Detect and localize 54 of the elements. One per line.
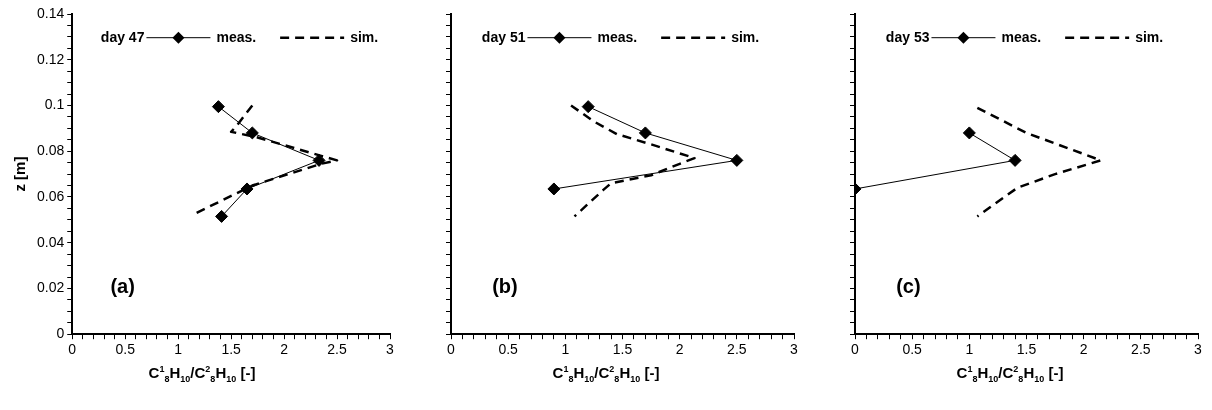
legend-title: day 53 xyxy=(885,28,930,45)
x-tick-label: 0 xyxy=(447,341,456,358)
point xyxy=(638,126,652,140)
legend-label: meas. xyxy=(216,28,257,45)
y-tick-label: 0.12 xyxy=(37,50,65,67)
point xyxy=(547,182,561,196)
x-tick-label: 0.5 xyxy=(902,341,923,358)
point xyxy=(215,209,229,223)
y-tick-label: 0.04 xyxy=(37,233,65,250)
legend-label: meas. xyxy=(1001,28,1042,45)
text: C$^{1}$$_{8}$H$_{10}$/C$^{2}$$_{8}$H$_{10}$ [-] xyxy=(552,364,660,384)
x-tick-label: 0.5 xyxy=(498,341,519,358)
x-tick-label: 2 xyxy=(1079,341,1088,358)
x-tick-label: 0.5 xyxy=(115,341,136,358)
y-tick-label: 0.14 xyxy=(37,4,65,21)
legend-label: sim. xyxy=(350,28,379,45)
legend-title: day 51 xyxy=(481,28,526,45)
y-tick-label: 0 xyxy=(56,325,65,342)
point xyxy=(211,100,225,114)
point xyxy=(730,153,744,167)
x-tick-label: 2 xyxy=(675,341,684,358)
x-tick-label: 1 xyxy=(965,341,974,358)
x-tick-label: 1 xyxy=(561,341,570,358)
y-tick-label: 0.1 xyxy=(44,96,65,113)
legend-title: day 47 xyxy=(100,28,145,45)
text: C$^{1}$$_{8}$H$_{10}$/C$^{2}$$_{8}$H$_{10}$ [-] xyxy=(956,364,1064,384)
x-tick-label: 1 xyxy=(174,341,183,358)
point xyxy=(312,153,326,167)
x-tick-label: 2.5 xyxy=(327,341,347,358)
y-tick-label: 0.02 xyxy=(37,279,65,296)
x-tick-label: 1.5 xyxy=(221,341,242,358)
x-tick-label: 1.5 xyxy=(612,341,633,358)
x-tick-label: 2 xyxy=(280,341,289,358)
y-tick-label: 0.06 xyxy=(37,187,65,204)
point xyxy=(240,182,254,196)
x-tick-label: 0 xyxy=(68,341,77,358)
x-tick-label: 3 xyxy=(1194,341,1203,358)
x-tick-label: 3 xyxy=(386,341,395,358)
x-tick-label: 2.5 xyxy=(727,341,747,358)
y-tick-label: 0.08 xyxy=(37,142,65,159)
annotation: (a) xyxy=(110,275,135,298)
legend-label: sim. xyxy=(1135,28,1164,45)
text: C$^{1}$$_{8}$H$_{10}$/C$^{2}$$_{8}$H$_{10}$ [-] xyxy=(148,364,256,384)
x-tick-label: 1.5 xyxy=(1016,341,1037,358)
legend-label: sim. xyxy=(731,28,760,45)
point xyxy=(245,126,259,140)
legend-label: meas. xyxy=(597,28,638,45)
point xyxy=(581,100,595,114)
x-tick-label: 3 xyxy=(790,341,799,358)
x-tick-label: 2.5 xyxy=(1131,341,1151,358)
y-axis-title: z [m] xyxy=(11,156,29,192)
x-tick-label: 0 xyxy=(851,341,860,358)
annotation: (c) xyxy=(896,275,921,298)
annotation: (b) xyxy=(492,275,518,298)
